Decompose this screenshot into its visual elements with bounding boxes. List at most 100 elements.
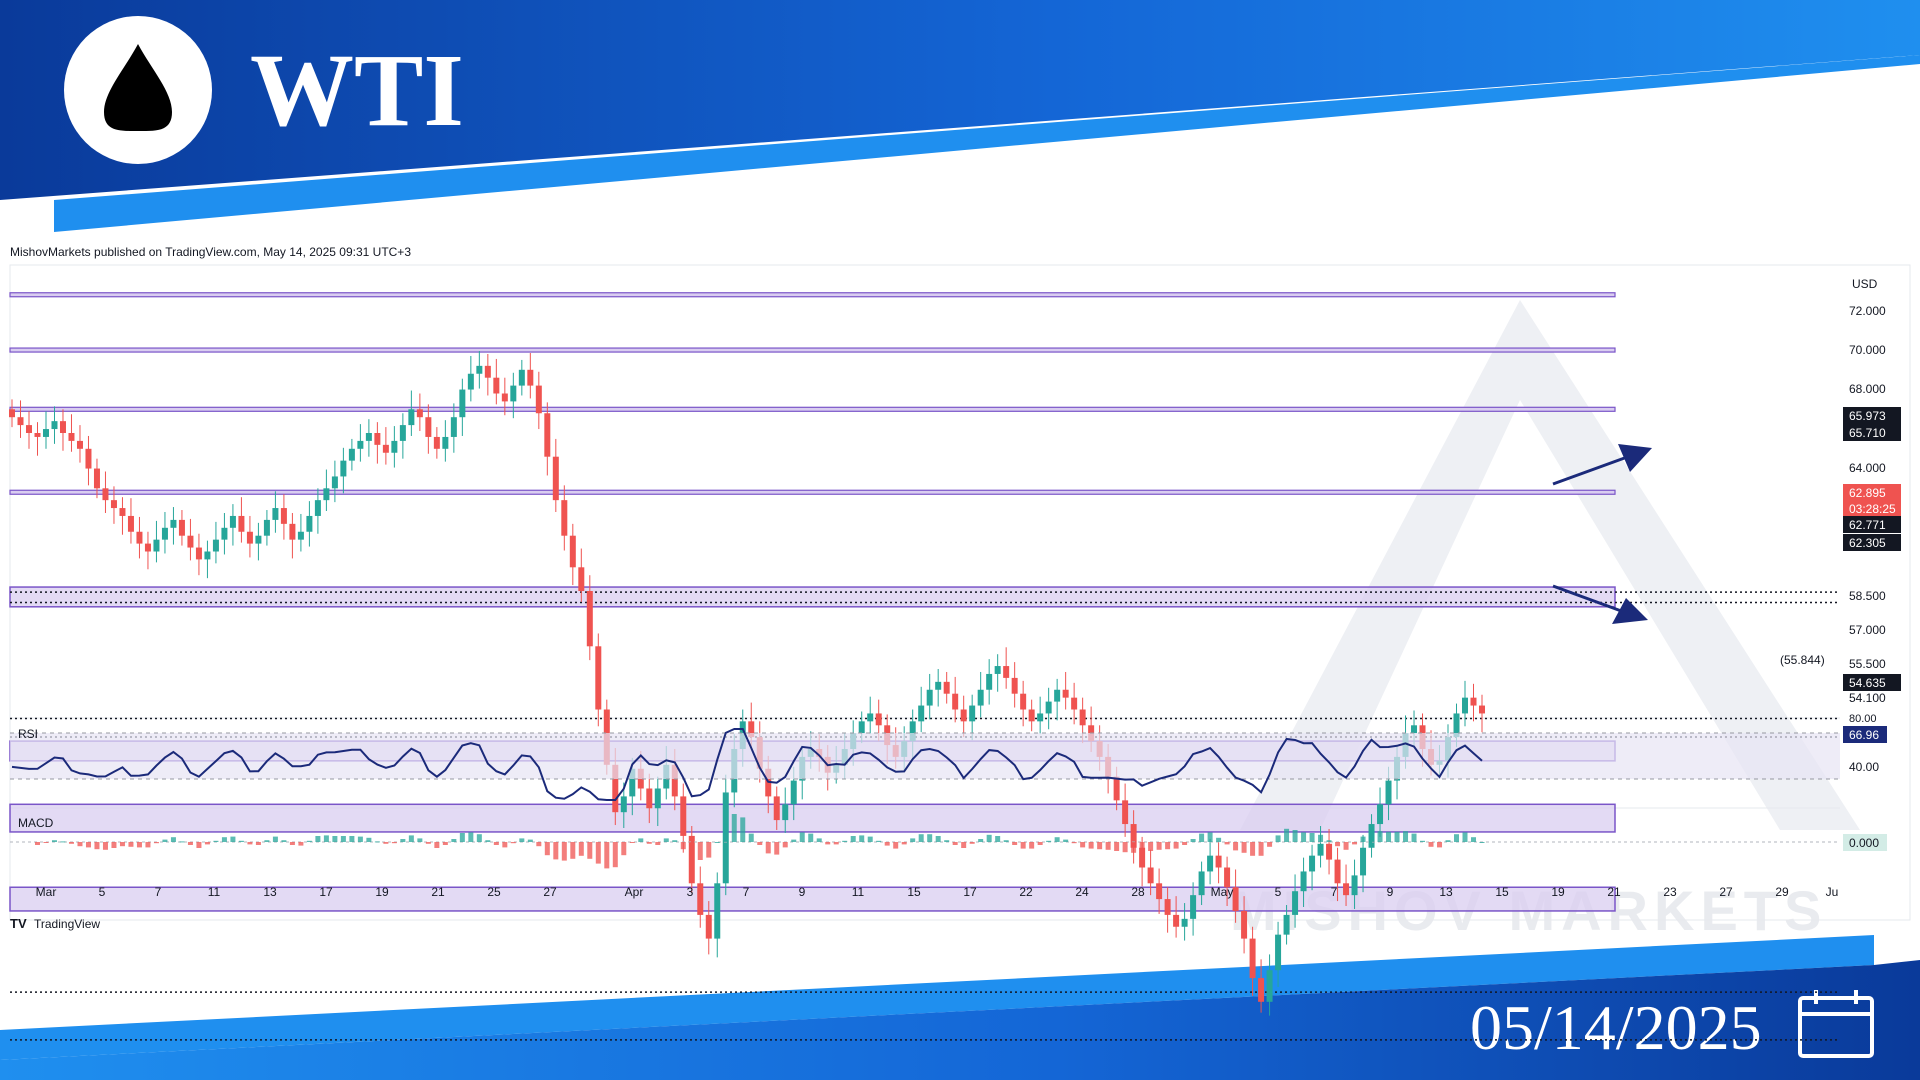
x-tick-label: 17 — [963, 885, 977, 899]
macd-bar — [995, 836, 1001, 842]
macd-panel — [10, 814, 1840, 869]
candle — [17, 400, 24, 438]
candle — [1283, 905, 1290, 945]
tradingview-logo-icon: TV — [10, 916, 27, 931]
macd-bar — [808, 833, 814, 842]
macd-bar — [884, 842, 890, 846]
macd-bar — [799, 832, 805, 842]
candle — [1054, 678, 1061, 721]
candle — [1292, 874, 1299, 928]
candle — [280, 494, 287, 540]
rsi-tick: 40.00 — [1849, 760, 1879, 774]
macd-bar — [757, 842, 763, 845]
candle — [374, 422, 381, 464]
macd-bar — [1054, 837, 1060, 842]
svg-text:62.895: 62.895 — [1849, 486, 1886, 500]
candle — [646, 773, 653, 824]
macd-bar — [621, 842, 627, 856]
macd-bar — [162, 839, 168, 842]
candle — [1037, 696, 1044, 735]
macd-bar — [850, 836, 856, 842]
svg-text:65.973: 65.973 — [1849, 409, 1886, 423]
candle — [1334, 847, 1341, 902]
candle — [255, 522, 262, 561]
macd-bar — [519, 838, 525, 842]
macd-bar — [1360, 836, 1366, 842]
candle — [977, 671, 984, 718]
candle — [1173, 896, 1180, 938]
x-tick-label: 15 — [907, 885, 921, 899]
candle — [408, 390, 415, 436]
candle — [263, 510, 270, 546]
macd-bar — [510, 842, 516, 844]
macd-bar — [910, 838, 916, 842]
macd-bar — [1454, 834, 1460, 842]
macd-bar — [1088, 842, 1094, 849]
macd-bar — [1301, 832, 1307, 842]
macd-bar — [1114, 842, 1120, 851]
resistance-line — [9, 347, 1616, 353]
y-tick-label: 57.000 — [1849, 623, 1886, 637]
resistance-line — [9, 406, 1616, 412]
macd-bar — [1292, 830, 1298, 842]
x-tick-label: 28 — [1131, 885, 1145, 899]
candle — [493, 358, 500, 405]
macd-bar — [306, 840, 312, 842]
x-tick-label: May — [1211, 885, 1234, 899]
rsi-label: RSI — [18, 727, 38, 741]
candle — [204, 540, 211, 579]
x-tick-label: 27 — [543, 885, 557, 899]
macd-bar — [901, 842, 907, 845]
macd-bar — [1173, 842, 1179, 849]
macd-bar — [1386, 831, 1392, 842]
rsi-line — [11, 728, 1483, 801]
price-zone — [9, 586, 1616, 608]
candle — [127, 498, 134, 544]
macd-bar — [468, 832, 474, 842]
macd-bar — [1012, 842, 1018, 845]
candle — [323, 469, 330, 512]
candle — [552, 438, 559, 512]
candle — [680, 783, 687, 853]
macd-bar — [680, 842, 686, 850]
candle — [1122, 783, 1129, 837]
macd-bar — [272, 836, 278, 842]
candle — [476, 351, 483, 389]
candle — [110, 486, 117, 524]
candle — [1020, 680, 1027, 727]
y-tick-label: 72.000 — [1849, 304, 1886, 318]
candle — [1249, 926, 1256, 996]
macd-bar — [1148, 842, 1154, 851]
macd-bar — [706, 842, 712, 858]
candle — [782, 787, 789, 833]
macd-bar — [1063, 839, 1069, 842]
macd-bar — [1394, 831, 1400, 842]
macd-bar — [1080, 842, 1086, 848]
candle — [535, 371, 542, 430]
svg-text:03:28:25: 03:28:25 — [1849, 502, 1896, 516]
macd-bar — [1428, 842, 1434, 847]
macd-bar — [136, 842, 142, 848]
y-tick-label: 55.500 — [1849, 657, 1886, 671]
candle — [399, 413, 406, 459]
macd-bar — [672, 840, 678, 842]
x-tick-label: Ju — [1826, 885, 1839, 899]
candle — [561, 485, 568, 551]
candle — [442, 420, 449, 462]
y-tick-label: 64.000 — [1849, 461, 1886, 475]
candle — [289, 512, 296, 559]
macd-bar — [595, 842, 601, 864]
macd-bar — [961, 842, 967, 848]
x-tick-label: 3 — [687, 885, 694, 899]
x-tick-label: 17 — [319, 885, 333, 899]
candle — [1003, 647, 1010, 689]
macd-bar — [740, 817, 746, 842]
macd-bar — [553, 842, 559, 860]
bottom-banner-shape — [0, 960, 1920, 1080]
macd-bar — [170, 837, 176, 842]
macd-bar — [1479, 842, 1485, 843]
x-tick-label: 13 — [263, 885, 277, 899]
candle — [1215, 841, 1222, 884]
rsi-value: 66.96 — [1849, 728, 1879, 742]
